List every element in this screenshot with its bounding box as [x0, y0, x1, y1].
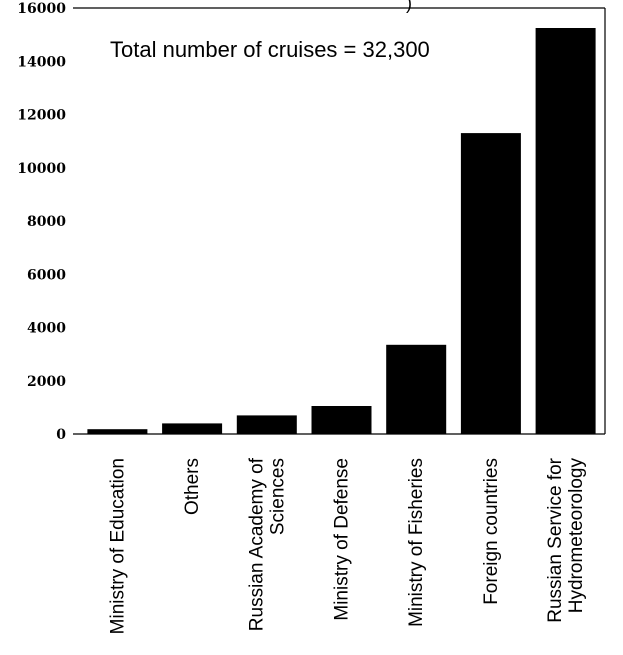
- x-category-label: Russian Service for: [545, 457, 566, 622]
- plot-frame: [73, 7, 606, 435]
- y-tick-label: 4000: [27, 321, 66, 337]
- chart-title-fragment: ): [406, 0, 412, 13]
- bar: [535, 28, 596, 434]
- y-tick-label: 6000: [27, 267, 66, 283]
- x-category-label: Sciences: [267, 458, 288, 535]
- y-tick-label: 12000: [17, 108, 66, 124]
- y-tick-label: 14000: [17, 54, 66, 70]
- bar: [386, 344, 447, 434]
- x-category-label: Foreign countries: [481, 458, 502, 605]
- bars: [87, 28, 596, 434]
- y-tick-label: 10000: [17, 161, 66, 177]
- y-axis: 0 2000 4000 6000 8000 10000 12000 14000 16000: [17, 1, 66, 443]
- chart-annotation: Total number of cruises = 32,300: [110, 37, 430, 62]
- bar: [460, 133, 521, 434]
- x-category-label: Hydrometeorology: [566, 458, 587, 614]
- bar: [236, 415, 297, 434]
- x-category-label: Russian Academy of: [246, 457, 267, 631]
- x-axis-labels: Ministry of Education Others Russian Acade…: [107, 457, 587, 634]
- bar: [162, 423, 223, 434]
- bar: [87, 429, 148, 434]
- x-category-label: Ministry of Defense: [332, 458, 353, 621]
- y-tick-label: 2000: [27, 374, 66, 390]
- bar: [311, 406, 372, 434]
- y-tick-label: 16000: [17, 1, 66, 17]
- x-category-label: Ministry of Education: [107, 458, 128, 634]
- x-category-label: Ministry of Fisheries: [406, 458, 427, 627]
- y-tick-label: 0: [56, 427, 66, 443]
- x-category-label: Others: [182, 458, 203, 515]
- y-tick-label: 8000: [27, 214, 66, 230]
